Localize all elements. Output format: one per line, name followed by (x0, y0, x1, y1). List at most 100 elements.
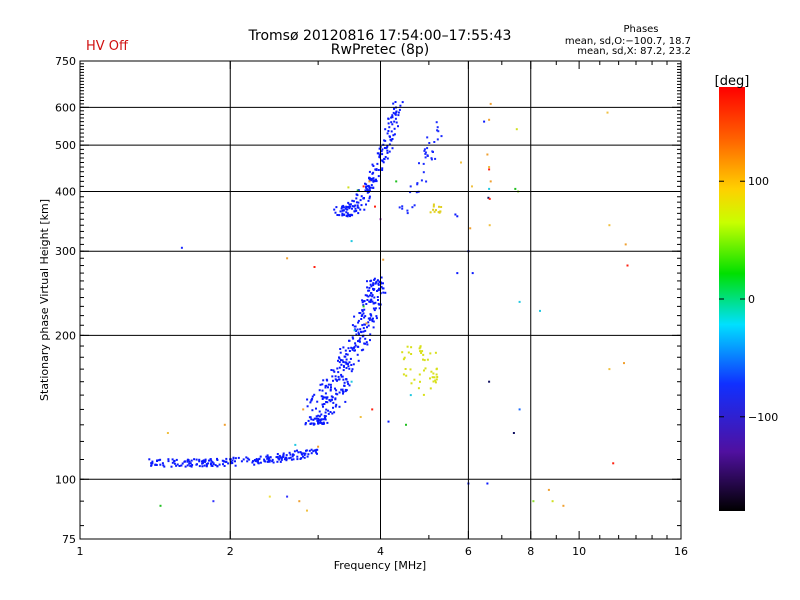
echo-point (302, 452, 305, 455)
echo-point (311, 409, 314, 412)
echo-point (339, 351, 342, 354)
echo-point (309, 422, 312, 425)
echo-point (428, 142, 431, 144)
echo-point (342, 209, 345, 212)
echo-point (330, 369, 333, 371)
echo-point (350, 370, 353, 373)
echo-point (357, 345, 360, 348)
echo-point (367, 317, 370, 320)
echo-point (278, 458, 281, 461)
echo-point (386, 157, 389, 160)
echo-point (348, 207, 351, 210)
echo-point (401, 101, 404, 104)
echo-point (324, 411, 327, 414)
echo-point (364, 189, 367, 192)
echo-point (297, 451, 300, 454)
echo-point (368, 170, 371, 173)
echo-point (346, 380, 349, 383)
echo-point (515, 128, 518, 131)
echo-point (331, 375, 334, 378)
echo-point (255, 458, 258, 460)
echo-point (352, 200, 355, 203)
echo-point (332, 369, 335, 372)
echo-point (360, 195, 363, 198)
echo-point (318, 415, 321, 418)
echo-point (275, 456, 278, 459)
echo-point (203, 464, 206, 467)
echo-point (378, 155, 381, 158)
echo-point (434, 351, 437, 354)
echo-point (366, 326, 368, 329)
echo-point (429, 211, 432, 214)
echo-point (332, 379, 334, 382)
echo-point (376, 296, 379, 298)
echo-point (418, 162, 420, 165)
echo-point (312, 423, 315, 426)
echo-point (364, 342, 367, 345)
echo-point (148, 458, 151, 461)
echo-point (345, 211, 348, 214)
echo-point (370, 298, 373, 301)
echo-point (248, 458, 251, 461)
echo-point (375, 180, 378, 183)
echo-point (347, 382, 350, 385)
echo-point (422, 353, 425, 356)
echo-point (368, 289, 371, 292)
echo-point (374, 205, 376, 208)
echo-point (539, 309, 541, 312)
echo-point (363, 323, 366, 326)
echo-point (231, 459, 234, 462)
echo-point (351, 205, 354, 208)
echo-point (436, 126, 439, 129)
echo-point (320, 413, 323, 416)
echo-point (345, 378, 348, 381)
x-tick-label: 6 (465, 545, 472, 558)
echo-point (342, 361, 345, 363)
echo-point (365, 183, 368, 186)
echo-point (322, 396, 325, 399)
echo-point (407, 351, 410, 354)
echo-point (350, 346, 353, 349)
echo-point (626, 264, 629, 267)
echo-point (377, 289, 380, 292)
echo-point (254, 459, 257, 462)
echo-point (340, 373, 343, 376)
echo-point (344, 400, 347, 403)
echo-point (318, 389, 321, 392)
echo-point (208, 459, 210, 462)
echo-point (173, 459, 176, 462)
echo-point (433, 210, 436, 213)
echo-point (330, 395, 333, 398)
echo-point (351, 348, 354, 351)
echo-point (341, 388, 344, 391)
echo-point (488, 118, 491, 121)
echo-point (436, 138, 439, 141)
echo-point (171, 461, 174, 464)
echo-point (362, 327, 365, 330)
echo-point (307, 419, 310, 422)
echo-point (341, 390, 344, 393)
echo-point (288, 457, 291, 460)
echo-point (366, 191, 369, 194)
echo-point (280, 458, 283, 461)
echo-point (338, 378, 341, 381)
echo-point (342, 369, 345, 372)
echo-point (363, 308, 366, 311)
echo-point (353, 349, 356, 352)
echo-point (367, 189, 370, 192)
echo-point (359, 328, 362, 331)
echo-point (365, 341, 368, 344)
echo-point (361, 309, 364, 312)
echo-point (341, 209, 344, 212)
echo-point (314, 417, 317, 420)
echo-point (188, 460, 191, 463)
echo-point (268, 457, 270, 460)
echo-point (336, 393, 339, 396)
echo-point (374, 168, 377, 171)
echo-point (173, 462, 176, 465)
echo-point (384, 156, 387, 158)
echo-point (188, 462, 191, 465)
echo-point (352, 337, 355, 340)
